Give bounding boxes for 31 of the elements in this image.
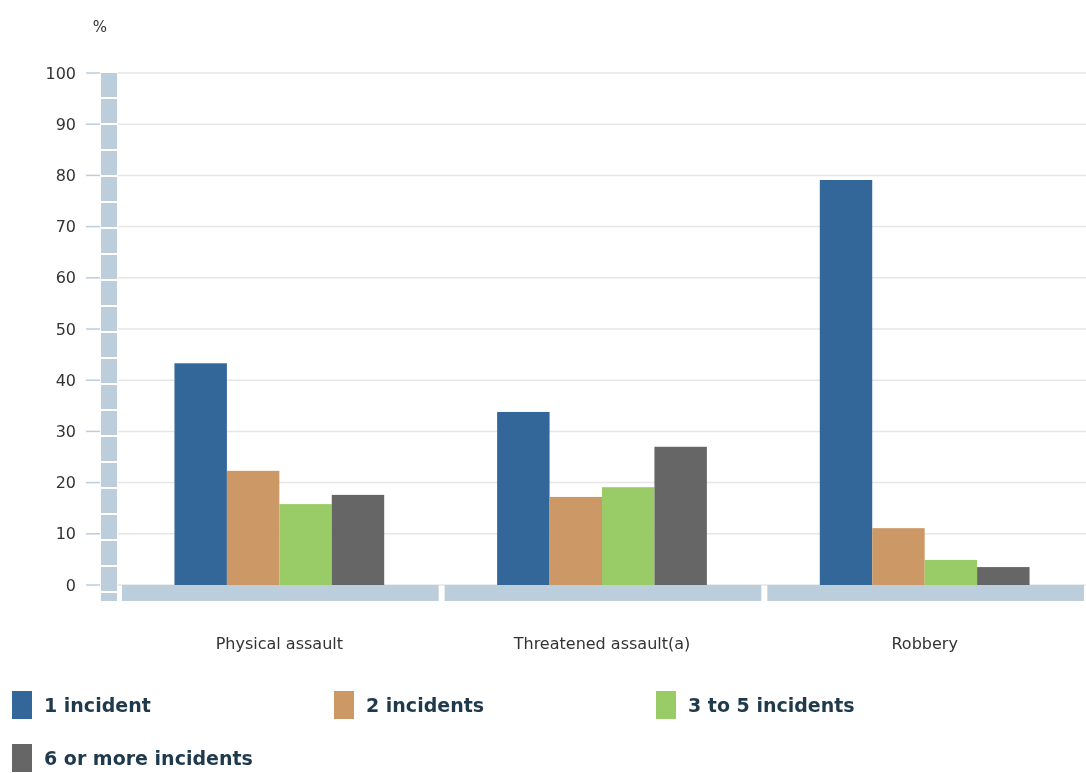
bar — [977, 567, 1030, 585]
bar — [654, 446, 707, 585]
y-tick-label: 50 — [55, 319, 76, 339]
y-tick-label: 80 — [55, 166, 76, 185]
bar — [602, 487, 655, 585]
bar — [174, 363, 227, 585]
x-tick-label: Robbery — [891, 633, 958, 653]
bar — [497, 411, 550, 585]
y-tick-label: 100 — [45, 63, 76, 83]
y-tick-label: 30 — [55, 422, 76, 441]
y-tick-label: 70 — [55, 217, 76, 237]
y-tick-label: 20 — [55, 473, 76, 493]
legend-label: 3 to 5 incidents — [688, 693, 855, 716]
legend-label: 2 incidents — [366, 693, 485, 716]
bar — [819, 180, 873, 585]
legend-label: 6 or more incidents — [44, 746, 253, 769]
bar — [549, 496, 602, 585]
y-tick-label: 60 — [55, 268, 76, 288]
y-tick-label: 10 — [55, 524, 76, 544]
y-tick-label: 90 — [55, 114, 76, 134]
bar — [279, 504, 332, 585]
bar — [924, 559, 978, 585]
bar — [226, 470, 280, 585]
y-tick-label: 0 — [65, 575, 76, 595]
bar — [872, 528, 925, 585]
legend-label: 1 incident — [44, 693, 151, 716]
x-tick-label: Threatened assault(a) — [512, 633, 691, 653]
bar — [331, 494, 385, 585]
x-tick-label: Physical assault — [215, 633, 343, 653]
y-axis-title: % — [92, 18, 108, 37]
y-tick-label: 40 — [55, 370, 76, 390]
